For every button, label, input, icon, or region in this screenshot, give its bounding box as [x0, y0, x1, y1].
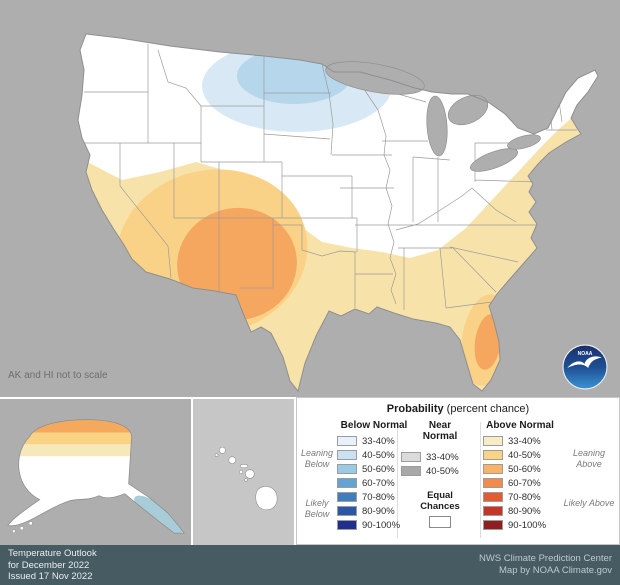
legend-row: 50-60% — [483, 462, 557, 476]
legend-divider — [397, 422, 398, 538]
lake-erie — [469, 148, 519, 172]
lake-michigan — [426, 95, 448, 157]
island-lanai — [238, 469, 244, 475]
legend-swatch — [483, 492, 503, 502]
island-niihau — [214, 453, 219, 458]
hawaii-islands — [214, 446, 278, 511]
legend-row: 33-40% — [401, 450, 479, 464]
legend-row: 60-70% — [337, 476, 411, 490]
conus-map-svg — [77, 33, 599, 393]
lake-superior — [325, 61, 425, 95]
legend-swatch — [483, 506, 503, 516]
legend-row: 40-50% — [337, 448, 411, 462]
legend-row: 80-90% — [483, 504, 557, 518]
noaa-logo-circle — [562, 344, 608, 390]
equal-chances-swatch — [429, 516, 451, 528]
legend-row: 80-90% — [337, 504, 411, 518]
legend-row: 60-70% — [483, 476, 557, 490]
legend-divider — [480, 422, 481, 538]
legend-swatch — [483, 450, 503, 460]
great-lakes — [325, 61, 541, 172]
caption-line-3: Issued 17 Nov 2022 — [8, 571, 93, 582]
caption-line-2: for December 2022 — [8, 559, 90, 571]
legend-row: 90-100% — [483, 518, 557, 532]
noaa-logo-text: NOAA — [578, 351, 593, 357]
scale-note: AK and HI not to scale — [8, 370, 108, 381]
legend-swatch — [337, 506, 357, 516]
aleutian-islands — [12, 521, 33, 533]
source-credit: NWS Climate Prediction Center Map by NOA… — [479, 548, 612, 585]
seagull-icon — [567, 356, 602, 369]
island-oahu — [228, 456, 236, 464]
island-molokai — [239, 464, 249, 469]
island-maui — [245, 469, 255, 479]
legend-swatch — [483, 520, 503, 530]
legend-row: 33-40% — [337, 434, 411, 448]
caption-line-1: Temperature Outlook — [8, 548, 97, 559]
leaning-below-label: Leaning Below — [300, 448, 334, 469]
credit-line-2: Map by NOAA Climate.gov — [499, 565, 612, 576]
legend-swatch — [483, 436, 503, 446]
island-kahoolawe — [244, 478, 248, 482]
outlook-caption: Temperature Outlook for December 2022 Is… — [8, 548, 97, 585]
above-normal-header: Above Normal — [486, 420, 554, 431]
alaska-inset — [0, 397, 193, 545]
legend-swatch — [337, 520, 357, 530]
state-borders — [79, 44, 577, 310]
alaska-above-band-2 — [7, 432, 185, 445]
conus-outline — [77, 33, 599, 393]
likely-below-label: Likely Below — [304, 498, 330, 519]
island-hawaii — [255, 486, 278, 511]
legend-title: Probability (percent chance) — [386, 403, 530, 415]
alaska-outline — [7, 419, 185, 534]
lake-ontario — [507, 134, 541, 150]
leaning-above-label: Leaning Above — [572, 448, 606, 469]
inset-strip: Probability (percent chance) Leaning Bel… — [0, 397, 620, 545]
legend-row: 50-60% — [337, 462, 411, 476]
legend-row: 33-40% — [483, 434, 557, 448]
hawaii-inset — [193, 397, 296, 545]
noaa-logo: NOAA — [562, 344, 608, 390]
conus-map-area: AK and HI not to scale NOAA — [8, 33, 608, 393]
legend-above-column: Above Normal 33-40% 40-50% 50-60% 60-70%… — [483, 420, 557, 532]
legend-swatch — [337, 478, 357, 488]
legend-swatch — [401, 452, 421, 462]
legend-swatch — [337, 492, 357, 502]
probability-legend: Probability (percent chance) Leaning Bel… — [296, 397, 620, 545]
legend-below-column: Below Normal 33-40% 40-50% 50-60% 60-70%… — [337, 420, 411, 532]
legend-near-column: Near Normal 33-40% 40-50% Equal Chances — [401, 420, 479, 528]
legend-swatch — [483, 464, 503, 474]
legend-swatch — [337, 464, 357, 474]
legend-swatch — [337, 436, 357, 446]
legend-swatch — [337, 450, 357, 460]
below-normal-header: Below Normal — [340, 420, 408, 431]
florida-50-60-region — [474, 314, 502, 370]
alaska-above-band-3 — [7, 444, 185, 457]
legend-row: 90-100% — [337, 518, 411, 532]
credit-line-1: NWS Climate Prediction Center — [478, 553, 612, 564]
alaska-panhandle-below — [134, 495, 183, 534]
likely-above-label: Likely Above — [563, 498, 615, 508]
footer-bar: Temperature Outlook for December 2022 Is… — [0, 545, 620, 585]
legend-row: 70-80% — [483, 490, 557, 504]
legend-row: 70-80% — [337, 490, 411, 504]
legend-row: 40-50% — [401, 464, 479, 478]
equal-chances-label: Equal Chances — [420, 490, 460, 512]
legend-swatch — [483, 478, 503, 488]
island-kauai — [218, 446, 226, 454]
near-normal-header: Near Normal — [422, 420, 458, 442]
legend-row: 40-50% — [483, 448, 557, 462]
legend-swatch — [401, 466, 421, 476]
